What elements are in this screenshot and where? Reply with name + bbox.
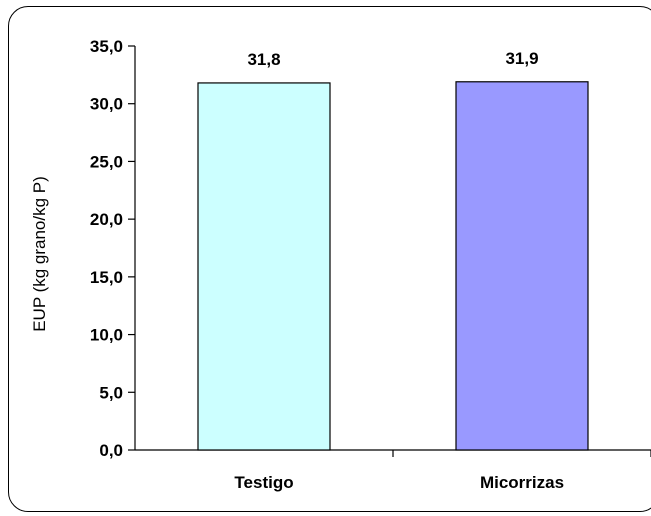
y-tick-label: 20,0 <box>90 210 123 229</box>
y-tick-label: 15,0 <box>90 268 123 287</box>
y-tick-label: 30,0 <box>90 95 123 114</box>
y-axis-title: EUP (kg grano/kg P) <box>30 176 49 332</box>
y-tick-label: 35,0 <box>90 37 123 56</box>
chart-bars <box>197 81 589 451</box>
bar-testigo <box>197 82 331 451</box>
data-label-testigo: 31,8 <box>247 50 280 69</box>
y-tick-label: 0,0 <box>99 441 123 460</box>
x-category-label-micorrizas: Micorrizas <box>480 473 564 492</box>
y-tick-label: 25,0 <box>90 152 123 171</box>
chart-labels: 31,8 Testigo 31,9 Micorrizas <box>234 49 564 492</box>
bar-micorrizas <box>455 81 589 451</box>
x-category-label-testigo: Testigo <box>234 473 293 492</box>
data-label-micorrizas: 31,9 <box>505 49 538 68</box>
y-tick-label: 10,0 <box>90 326 123 345</box>
y-tick-label: 5,0 <box>99 383 123 402</box>
